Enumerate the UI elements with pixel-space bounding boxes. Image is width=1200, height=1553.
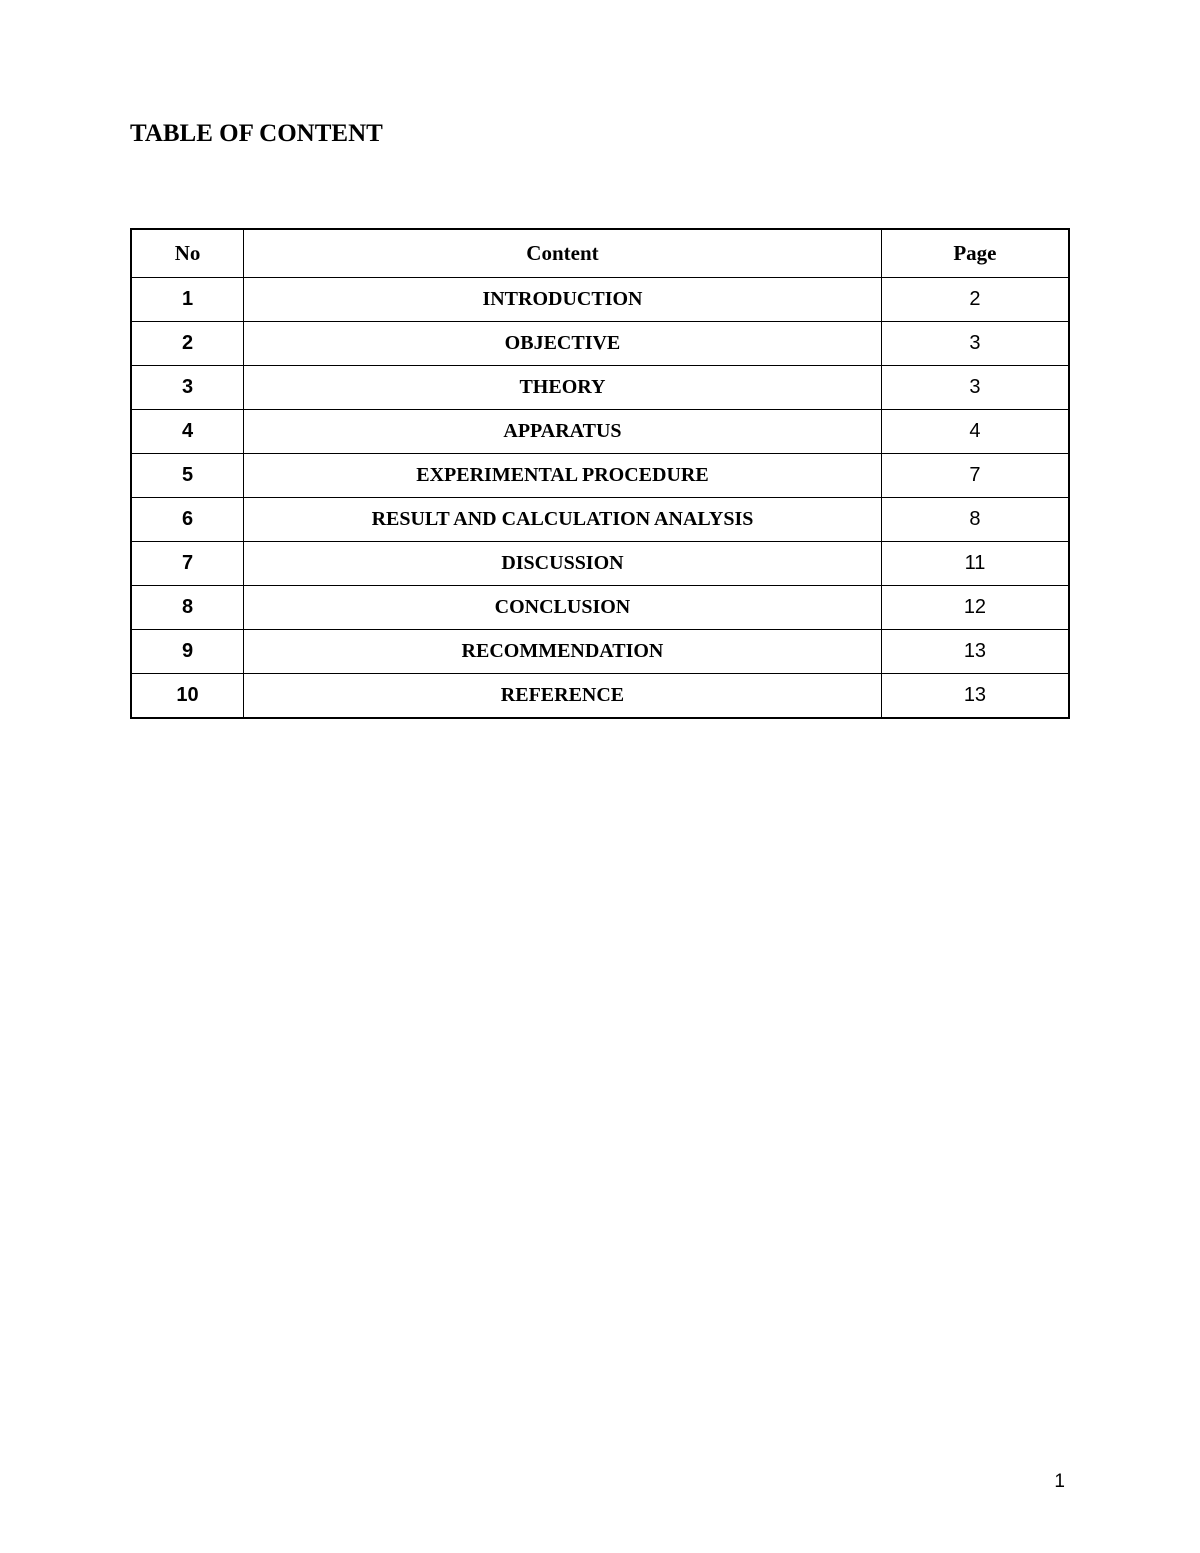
page-title: TABLE OF CONTENT <box>130 120 1070 148</box>
row-content: EXPERIMENTAL PROCEDURE <box>244 453 882 497</box>
row-no: 2 <box>131 321 244 365</box>
table-row: 3 THEORY 3 <box>131 365 1069 409</box>
row-content: APPARATUS <box>244 409 882 453</box>
row-page: 7 <box>881 453 1069 497</box>
row-page: 11 <box>881 541 1069 585</box>
table-row: 4 APPARATUS 4 <box>131 409 1069 453</box>
table-row: 9 RECOMMENDATION 13 <box>131 629 1069 673</box>
table-row: 8 CONCLUSION 12 <box>131 585 1069 629</box>
row-page: 4 <box>881 409 1069 453</box>
table-row: 7 DISCUSSION 11 <box>131 541 1069 585</box>
row-no: 10 <box>131 673 244 718</box>
toc-table: No Content Page 1 INTRODUCTION 2 2 OBJEC… <box>130 228 1070 719</box>
row-page: 3 <box>881 365 1069 409</box>
row-content: CONCLUSION <box>244 585 882 629</box>
row-no: 3 <box>131 365 244 409</box>
row-page: 13 <box>881 629 1069 673</box>
row-page: 3 <box>881 321 1069 365</box>
row-content: INTRODUCTION <box>244 277 882 321</box>
table-header-page: Page <box>881 229 1069 277</box>
row-content: THEORY <box>244 365 882 409</box>
row-page: 8 <box>881 497 1069 541</box>
row-content: DISCUSSION <box>244 541 882 585</box>
row-content: OBJECTIVE <box>244 321 882 365</box>
row-no: 8 <box>131 585 244 629</box>
row-no: 5 <box>131 453 244 497</box>
table-row: 1 INTRODUCTION 2 <box>131 277 1069 321</box>
row-page: 12 <box>881 585 1069 629</box>
row-content: RECOMMENDATION <box>244 629 882 673</box>
row-no: 1 <box>131 277 244 321</box>
row-content: REFERENCE <box>244 673 882 718</box>
table-row: 6 RESULT AND CALCULATION ANALYSIS 8 <box>131 497 1069 541</box>
table-row: 10 REFERENCE 13 <box>131 673 1069 718</box>
document-page: TABLE OF CONTENT No Content Page 1 INTRO… <box>0 0 1200 1553</box>
row-content: RESULT AND CALCULATION ANALYSIS <box>244 497 882 541</box>
row-no: 4 <box>131 409 244 453</box>
table-row: 5 EXPERIMENTAL PROCEDURE 7 <box>131 453 1069 497</box>
row-no: 6 <box>131 497 244 541</box>
table-row: 2 OBJECTIVE 3 <box>131 321 1069 365</box>
page-number: 1 <box>1054 1471 1065 1493</box>
row-no: 9 <box>131 629 244 673</box>
table-header-row: No Content Page <box>131 229 1069 277</box>
row-page: 2 <box>881 277 1069 321</box>
row-no: 7 <box>131 541 244 585</box>
table-header-no: No <box>131 229 244 277</box>
table-header-content: Content <box>244 229 882 277</box>
row-page: 13 <box>881 673 1069 718</box>
